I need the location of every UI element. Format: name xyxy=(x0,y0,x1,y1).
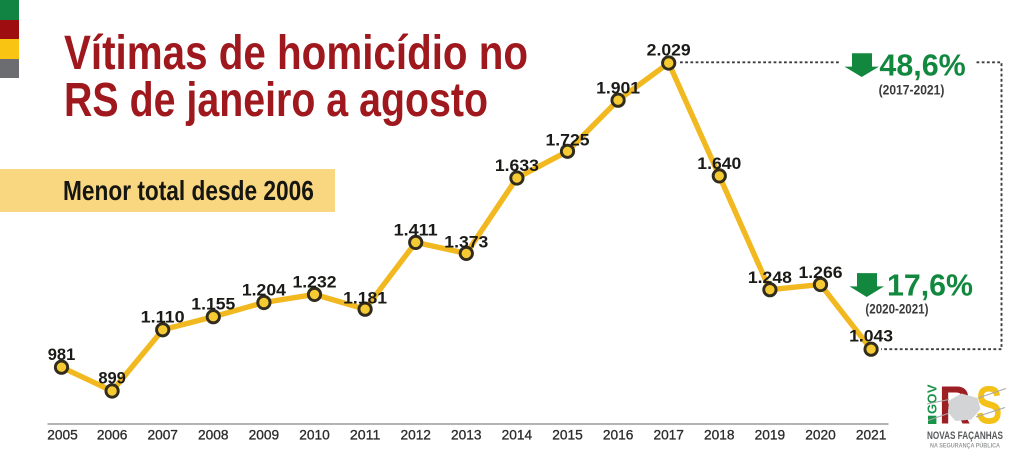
svg-text:GOV: GOV xyxy=(925,384,940,414)
svg-text:NOVAS FAÇANHAS: NOVAS FAÇANHAS xyxy=(927,430,1003,442)
svg-text:1.901: 1.901 xyxy=(596,80,640,98)
svg-text:2015: 2015 xyxy=(552,428,583,444)
svg-text:1.725: 1.725 xyxy=(546,132,590,150)
svg-text:S: S xyxy=(976,376,1003,436)
svg-text:1.633: 1.633 xyxy=(495,157,539,175)
svg-text:2007: 2007 xyxy=(147,428,178,444)
svg-text:1.411: 1.411 xyxy=(394,222,438,240)
svg-text:1.266: 1.266 xyxy=(799,264,843,282)
svg-text:1.043: 1.043 xyxy=(849,328,893,346)
svg-text:1.204: 1.204 xyxy=(242,282,287,300)
svg-text:NA SEGURANÇA PÚBLICA: NA SEGURANÇA PÚBLICA xyxy=(930,441,1000,450)
svg-text:2010: 2010 xyxy=(299,428,330,444)
svg-text:2016: 2016 xyxy=(603,428,634,444)
svg-text:2019: 2019 xyxy=(755,428,786,444)
svg-text:1.248: 1.248 xyxy=(748,269,792,287)
svg-text:2017: 2017 xyxy=(653,428,684,444)
svg-text:2.029: 2.029 xyxy=(647,42,691,60)
svg-text:899: 899 xyxy=(98,370,126,388)
svg-text:2014: 2014 xyxy=(502,428,533,444)
svg-text:1.232: 1.232 xyxy=(293,274,337,292)
svg-text:2018: 2018 xyxy=(704,428,735,444)
svg-text:2009: 2009 xyxy=(249,428,280,444)
svg-text:48,6%: 48,6% xyxy=(879,48,965,83)
svg-text:2011: 2011 xyxy=(350,428,381,444)
svg-text:1.110: 1.110 xyxy=(141,309,185,327)
svg-text:2012: 2012 xyxy=(400,428,431,444)
svg-text:2005: 2005 xyxy=(47,428,78,444)
svg-text:2008: 2008 xyxy=(198,428,229,444)
svg-text:2021: 2021 xyxy=(856,428,887,444)
svg-text:1.373: 1.373 xyxy=(444,234,488,252)
svg-text:(2020-2021): (2020-2021) xyxy=(865,302,928,317)
svg-text:2020: 2020 xyxy=(805,428,836,444)
svg-text:2013: 2013 xyxy=(451,428,482,444)
svg-text:981: 981 xyxy=(48,346,76,364)
svg-text:1.155: 1.155 xyxy=(191,296,235,314)
svg-text:1.181: 1.181 xyxy=(343,290,387,308)
svg-text:2006: 2006 xyxy=(97,428,128,444)
svg-text:17,6%: 17,6% xyxy=(887,267,973,302)
svg-text:(2017-2021): (2017-2021) xyxy=(879,83,945,98)
svg-text:1.640: 1.640 xyxy=(697,155,741,173)
